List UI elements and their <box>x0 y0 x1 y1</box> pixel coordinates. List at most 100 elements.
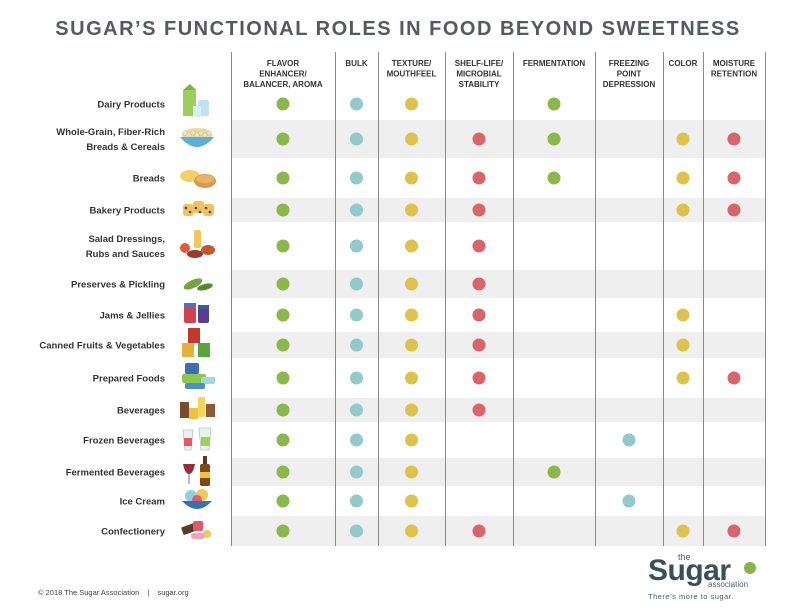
role-dot <box>727 203 741 217</box>
role-dot <box>547 132 561 146</box>
sugar-association-logo: Sugar the association There’s more to su… <box>648 550 760 602</box>
muffin-icon <box>183 201 214 216</box>
row-label: Salad Dressings, <box>88 234 165 245</box>
wine-bottle-icon <box>183 456 210 486</box>
copyright-text: © 2018 The Sugar Association <box>38 588 140 597</box>
role-dot <box>727 371 741 385</box>
row-label: Preserves & Pickling <box>71 280 165 291</box>
role-dot <box>472 239 486 253</box>
role-dot <box>405 465 418 479</box>
logo-association-text: association <box>708 580 749 589</box>
role-dot <box>547 171 561 185</box>
website-link[interactable]: sugar.org <box>157 588 189 597</box>
role-dot <box>350 171 363 185</box>
role-dot <box>547 465 561 479</box>
role-dot <box>405 171 418 185</box>
role-dot <box>276 433 290 447</box>
role-dot <box>405 203 418 217</box>
role-dot <box>276 465 290 479</box>
row-label: Breads & Cereals <box>86 142 165 153</box>
page-title: SUGAR’S FUNCTIONAL ROLES IN FOOD BEYOND … <box>55 18 741 40</box>
role-dot <box>472 524 486 538</box>
column-header: RETENTION <box>711 70 757 79</box>
prepared-food-icon <box>182 363 215 389</box>
role-dot <box>472 171 486 185</box>
footer: © 2018 The Sugar Association | sugar.org <box>38 588 195 597</box>
row-band <box>231 516 765 546</box>
row-label: Jams & Jellies <box>100 311 166 322</box>
row-label: Canned Fruits & Vegetables <box>39 341 165 352</box>
role-dot <box>727 171 741 185</box>
column-header: BULK <box>345 59 367 68</box>
role-dot <box>350 97 363 111</box>
logo-the-text: the <box>678 552 691 562</box>
row-label: Beverages <box>117 406 165 417</box>
role-dot <box>276 524 290 538</box>
column-header: MOUTHFEEL <box>387 70 437 79</box>
row-label: Ice Cream <box>120 497 165 508</box>
role-dot <box>276 203 290 217</box>
beverages-icon <box>180 397 215 419</box>
role-dot <box>405 277 418 291</box>
column-header: MOISTURE <box>713 59 756 68</box>
role-dot <box>405 239 418 253</box>
role-dot <box>350 371 363 385</box>
role-dot <box>350 524 363 538</box>
role-dot <box>276 239 290 253</box>
role-dot <box>676 338 690 352</box>
role-dot <box>472 338 486 352</box>
role-dot <box>676 371 690 385</box>
logo-sugar-text: Sugar <box>648 554 731 587</box>
role-dot <box>727 524 741 538</box>
role-dot <box>276 338 290 352</box>
role-dot <box>676 524 690 538</box>
bread-icon <box>180 170 216 188</box>
role-dot <box>350 203 363 217</box>
column-header: MICROBIAL <box>456 70 501 79</box>
role-dot <box>405 371 418 385</box>
row-band <box>231 458 765 486</box>
role-dot <box>276 171 290 185</box>
role-dot <box>676 171 690 185</box>
row-label: Whole-Grain, Fiber-Rich <box>56 127 165 138</box>
sauce-icon <box>180 230 215 258</box>
column-header: FERMENTATION <box>523 59 586 68</box>
dairy-icon <box>183 84 209 117</box>
role-dot <box>276 403 290 417</box>
role-dot <box>276 371 290 385</box>
row-label: Bakery Products <box>89 206 165 217</box>
role-dot <box>405 308 418 322</box>
role-dot <box>472 308 486 322</box>
role-dot <box>350 277 363 291</box>
cereal-bowl-icon <box>180 128 214 147</box>
jam-jar-icon <box>184 303 209 323</box>
role-dot <box>405 132 418 146</box>
role-dot <box>676 132 690 146</box>
role-dot <box>472 277 486 291</box>
column-header: POINT <box>617 70 642 79</box>
role-dot <box>472 403 486 417</box>
column-header: TEXTURE/ <box>392 59 432 68</box>
role-dot <box>405 433 418 447</box>
role-dot <box>472 132 486 146</box>
ice-cream-icon <box>182 489 212 509</box>
role-dot <box>405 403 418 417</box>
row-band <box>231 198 765 222</box>
frozen-drink-icon <box>182 427 212 451</box>
role-dot <box>405 524 418 538</box>
role-dot <box>676 203 690 217</box>
role-dot <box>405 338 418 352</box>
row-band <box>231 270 765 298</box>
role-dot <box>276 132 290 146</box>
row-label: Frozen Beverages <box>83 436 165 447</box>
column-header: SHELF-LIFE/ <box>455 59 504 68</box>
role-dot <box>350 239 363 253</box>
row-label: Fermented Beverages <box>66 468 165 479</box>
canned-food-icon <box>182 328 210 357</box>
role-dot <box>350 132 363 146</box>
role-dot <box>547 97 561 111</box>
footer-separator: | <box>147 588 150 597</box>
column-header: FLAVOR <box>267 59 300 68</box>
role-dot <box>276 308 290 322</box>
